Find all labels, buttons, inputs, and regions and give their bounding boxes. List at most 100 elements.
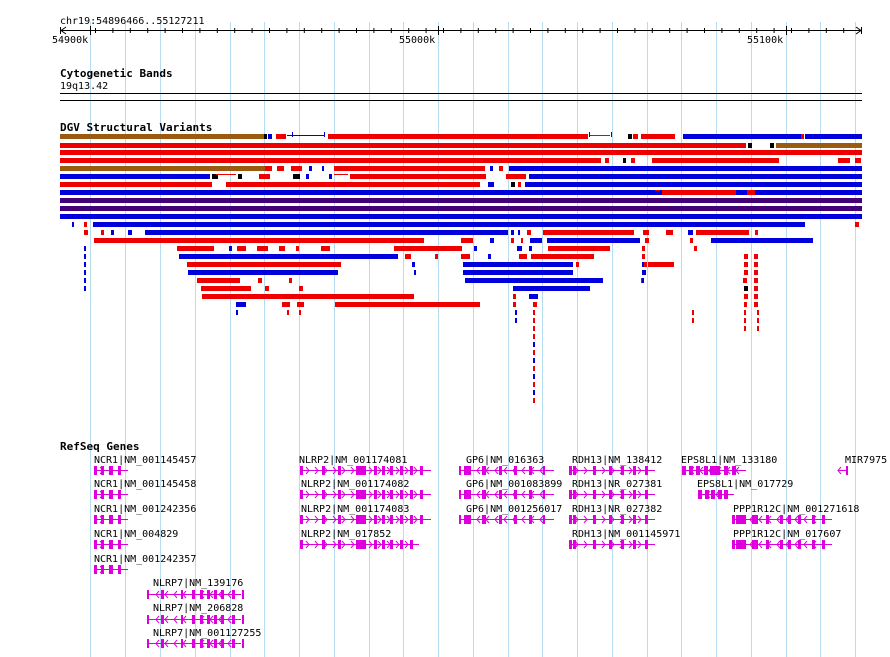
gene-label[interactable]: RDH13|NM_001145971 (572, 529, 681, 540)
gene-label[interactable]: GP6|NM_016363 (466, 455, 545, 466)
structural-variant (642, 246, 645, 251)
gene-strand-arrow (323, 540, 328, 549)
gene-strand-arrow (619, 490, 624, 499)
gene-exon (322, 515, 325, 524)
gene-label[interactable]: PPP1R12C|NM_017607 (733, 529, 842, 540)
variant-column-mark (744, 326, 746, 331)
gene-strand-arrow (740, 540, 745, 549)
gene-exon (459, 490, 461, 499)
gene-exon (410, 515, 413, 524)
gene-label[interactable]: RDH13|NM_138412 (572, 455, 663, 466)
gene-strand-arrow (182, 639, 187, 648)
gene-exon (118, 565, 121, 574)
gene-exon (214, 639, 217, 648)
gene-exon (732, 515, 735, 524)
gene-strand-arrow (200, 639, 205, 648)
variant-column-mark (84, 278, 86, 283)
gene-strand-arrow (218, 590, 223, 599)
gene-strand-arrow (803, 515, 808, 524)
gene-exon (543, 466, 545, 475)
gene-exon (400, 515, 403, 524)
gene-exon (633, 466, 636, 475)
structural-variant (414, 270, 416, 275)
gene-label[interactable]: RDH13|NR_027382 (572, 504, 663, 515)
gene-label[interactable]: NLRP2|NM_001174082 (301, 479, 410, 490)
gene-exon (633, 540, 636, 549)
gene-strand-arrow (155, 615, 160, 624)
track-title-dgv[interactable]: DGV Structural Variants (60, 121, 213, 134)
gene-exon (569, 540, 572, 549)
gene-label[interactable]: NCR1|NM_001145457 (94, 455, 197, 466)
gene-exon (390, 515, 393, 524)
gene-exon (459, 466, 461, 475)
variant-column-mark (84, 262, 86, 267)
gene-label[interactable]: RDH13|NR_027381 (572, 479, 663, 490)
structural-variant (72, 222, 74, 227)
gene-exon (109, 540, 113, 549)
gene-exon (94, 466, 97, 475)
structural-variant (257, 246, 268, 251)
variant-column-mark (692, 318, 694, 323)
track-title-refseq[interactable]: RefSeq Genes (60, 440, 140, 453)
gene-exon (192, 639, 195, 648)
gene-label[interactable]: NLRP2|NM_001174081 (299, 455, 408, 466)
structural-variant (84, 230, 88, 235)
gene-exon (410, 466, 413, 475)
gene-label[interactable]: NCR1|NM_001145458 (94, 479, 197, 490)
gene-label[interactable]: NCR1|NM_001242357 (94, 554, 197, 565)
gene-label[interactable]: NLRP7|NM_139176 (153, 578, 244, 589)
structural-variant (276, 134, 286, 139)
gene-label[interactable]: NCR1|NM_001242356 (94, 504, 197, 515)
gene-strand-arrow (706, 490, 711, 499)
gene-label[interactable]: NCR1|NM_004829 (94, 529, 179, 540)
structural-variant (258, 278, 262, 283)
structural-variant (527, 230, 531, 235)
structural-variant (521, 238, 523, 243)
gene-exon (698, 490, 702, 499)
gene-strand-arrow (368, 515, 373, 524)
structural-variant (291, 166, 302, 171)
gene-label[interactable]: EPS8L1|NM_133180 (681, 455, 778, 466)
gene-strand-arrow (314, 515, 319, 524)
structural-variant (517, 246, 522, 251)
structural-variant (747, 190, 755, 195)
gene-exon (356, 540, 366, 549)
gene-label[interactable]: PPP1R12C|NM_001271618 (733, 504, 860, 515)
gene-strand-arrow (512, 466, 517, 475)
structural-variant (299, 286, 303, 291)
structural-variant (60, 182, 212, 187)
gene-exon (181, 615, 183, 624)
structural-variant (754, 254, 758, 259)
structural-variant (488, 254, 491, 259)
structural-variant (236, 302, 246, 307)
gene-strand-arrow (619, 540, 624, 549)
gene-strand-arrow (404, 490, 409, 499)
gene-exon (338, 515, 341, 524)
gene-strand-arrow (164, 639, 169, 648)
gene-strand-arrow (837, 466, 842, 475)
gene-exon (420, 466, 423, 475)
gene-strand-arrow (404, 515, 409, 524)
gene-label[interactable]: NLRP2|NM_017852 (301, 529, 392, 540)
gene-strand-arrow (200, 615, 205, 624)
gene-strand-arrow (209, 615, 214, 624)
structural-variant (683, 134, 801, 139)
gene-label[interactable]: NLRP7|NM_001127255 (153, 628, 262, 639)
structural-variant (465, 278, 603, 283)
gene-strand-arrow (368, 490, 373, 499)
track-title-cytoband[interactable]: Cytogenetic Bands (60, 67, 173, 80)
gene-strand-arrow (637, 540, 642, 549)
gene-exon (232, 639, 235, 648)
gene-strand-arrow (749, 515, 754, 524)
gene-label[interactable]: GP6|NM_001083899 (466, 479, 563, 490)
gene-strand-arrow (583, 515, 588, 524)
gene-label[interactable]: GP6|NM_001256017 (466, 504, 563, 515)
gene-label[interactable]: EPS8L1|NM_017729 (697, 479, 794, 490)
structural-variant (530, 238, 542, 243)
ruler-left-arrow (60, 30, 67, 35)
structural-variant (435, 254, 438, 259)
structural-variant (128, 230, 132, 235)
gene-label[interactable]: NLRP2|NM_001174083 (301, 504, 410, 515)
gene-label[interactable]: MIR7975 (845, 455, 888, 466)
gene-label[interactable]: NLRP7|NM_206828 (153, 603, 244, 614)
